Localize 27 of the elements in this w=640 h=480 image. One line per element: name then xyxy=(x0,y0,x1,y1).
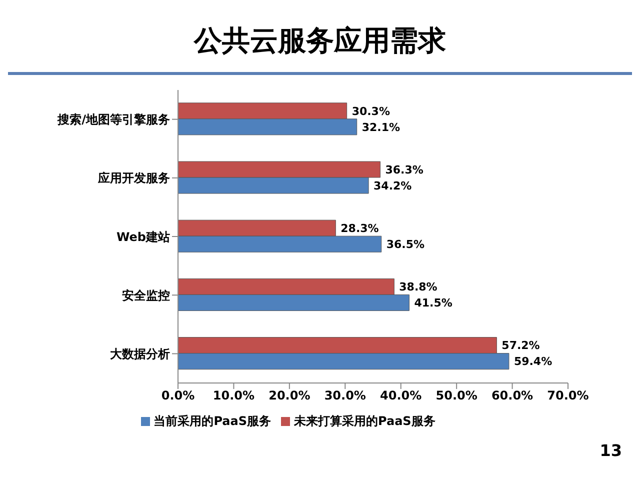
x-tick-label: 20.0% xyxy=(268,388,310,403)
data-label: 32.1% xyxy=(362,120,400,134)
y-tick-label: 大数据分析 xyxy=(110,346,170,361)
x-tick-label: 10.0% xyxy=(212,388,255,403)
legend-label: 当前采用的PaaS服务 xyxy=(154,414,271,428)
data-label: 30.3% xyxy=(352,104,390,118)
y-tick-label: 安全监控 xyxy=(122,288,170,302)
y-tick-label: 搜索/地图等引擎服务 xyxy=(56,112,170,127)
y-tick-label: Web建站 xyxy=(116,230,170,244)
x-tick-label: 60.0% xyxy=(491,388,534,403)
data-label: 36.3% xyxy=(385,163,424,176)
text: 13 xyxy=(600,441,622,460)
x-tick-label: 70.0% xyxy=(547,388,589,403)
chart-title: 公共云服务应用需求 xyxy=(192,23,447,59)
x-tick-label: 30.0% xyxy=(324,388,366,403)
data-label: 34.2% xyxy=(374,179,412,192)
data-label: 57.2% xyxy=(502,339,540,352)
data-label: 38.8% xyxy=(399,280,438,294)
data-label: 36.5% xyxy=(386,238,425,251)
y-tick-label: 应用开发服务 xyxy=(97,171,170,186)
x-tick-label: 40.0% xyxy=(380,388,422,403)
data-label: 59.4% xyxy=(514,355,552,368)
x-tick-label: 0.0% xyxy=(161,388,195,403)
legend-label: 未来打算采用的PaaS服务 xyxy=(294,414,436,428)
data-label: 41.5% xyxy=(414,296,452,310)
x-tick-label: 50.0% xyxy=(436,388,478,403)
data-label: 28.3% xyxy=(340,222,379,235)
